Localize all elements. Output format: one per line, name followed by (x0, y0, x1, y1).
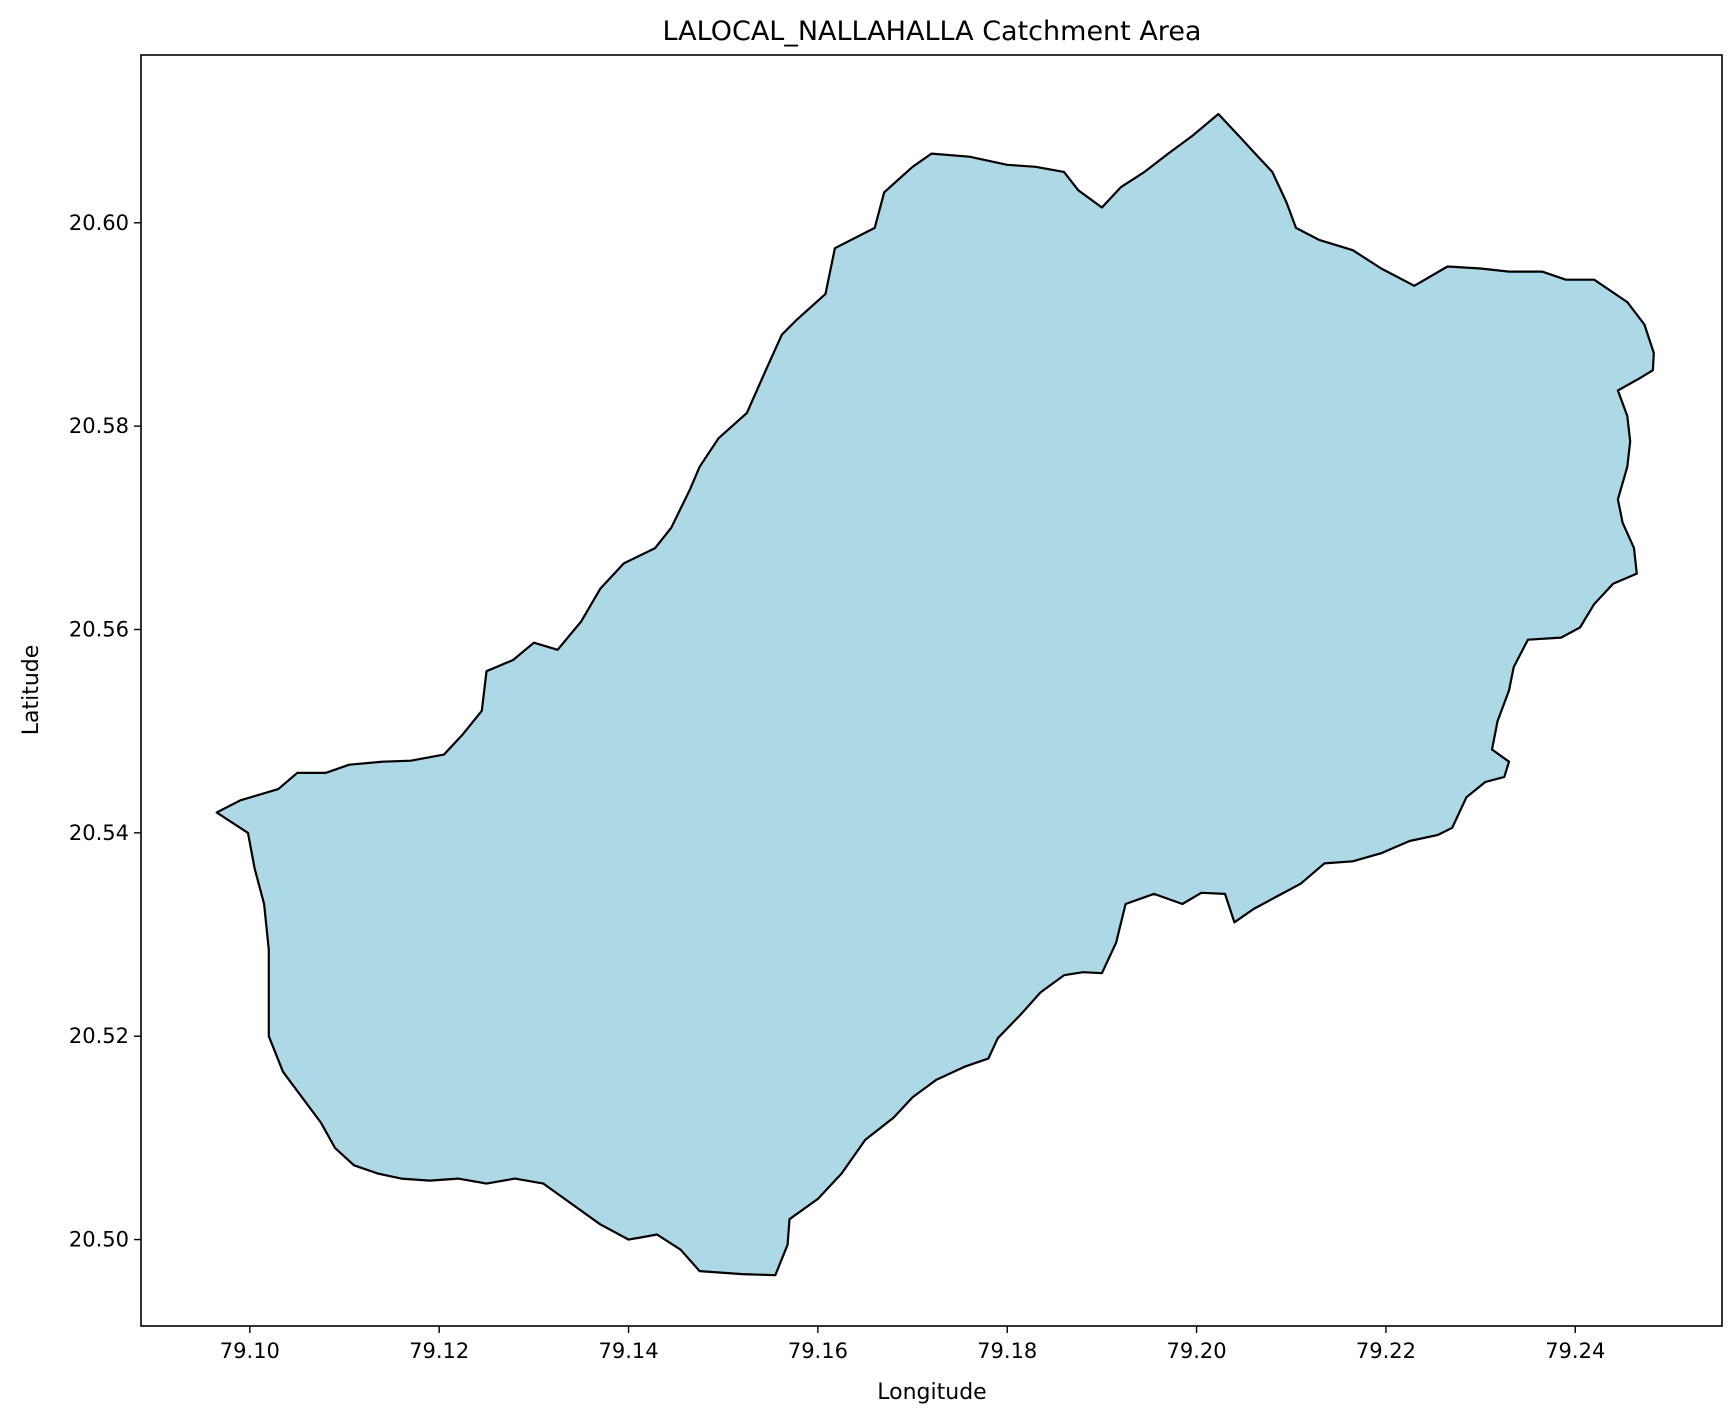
y-tick-label: 20.58 (69, 414, 129, 438)
y-tick-label: 20.52 (69, 1024, 129, 1048)
plot-area (140, 54, 1723, 1327)
catchment-polygon (215, 112, 1655, 1277)
y-axis-label: Latitude (19, 645, 44, 736)
x-tick-label: 79.10 (220, 1339, 280, 1363)
x-tick-label: 79.16 (788, 1339, 848, 1363)
chart-title: LALOCAL_NALLAHALLA Catchment Area (663, 16, 1202, 47)
y-tick-label: 20.54 (69, 821, 129, 845)
x-tick-label: 79.14 (598, 1339, 658, 1363)
axes-frame (140, 54, 1723, 1327)
x-tick-label: 79.12 (409, 1339, 469, 1363)
x-tick-label: 79.20 (1167, 1339, 1227, 1363)
x-tick-label: 79.24 (1545, 1339, 1605, 1363)
y-tick-label: 20.56 (69, 617, 129, 641)
x-axis-ticks: 79.10 79.12 79.14 79.16 79.18 79.20 79.22 79.24 (220, 1326, 1605, 1363)
x-tick-label: 79.22 (1356, 1339, 1416, 1363)
y-tick-label: 20.50 (69, 1228, 129, 1252)
y-tick-label: 20.60 (69, 211, 129, 235)
x-axis-label: Longitude (877, 1380, 986, 1405)
x-tick-label: 79.18 (977, 1339, 1037, 1363)
y-axis-ticks: 20.50 20.52 20.54 20.56 20.58 20.60 (69, 211, 141, 1252)
